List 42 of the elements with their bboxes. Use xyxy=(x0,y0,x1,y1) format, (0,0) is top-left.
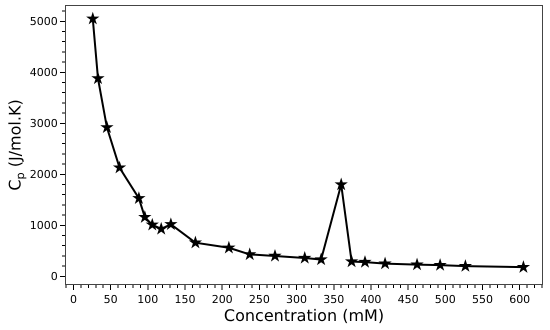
point xyxy=(146,218,159,230)
point xyxy=(112,160,126,174)
x-tick-label: 0 xyxy=(70,293,77,306)
x-tick-label: 200 xyxy=(212,293,233,306)
x-tick-label: 600 xyxy=(509,293,530,306)
x-tick-label: 250 xyxy=(248,293,270,306)
x-tick-label: 300 xyxy=(286,293,308,306)
point xyxy=(138,210,152,223)
y-tick-label: 3000 xyxy=(30,117,58,130)
point xyxy=(458,259,472,272)
x-tick-label: 450 xyxy=(398,293,419,306)
x-tick-label: 50 xyxy=(104,293,118,306)
x-tick-label: 400 xyxy=(360,293,382,306)
point xyxy=(91,71,105,84)
x-tick-label: 350 xyxy=(323,293,344,306)
y-tick-label: 1000 xyxy=(30,219,58,232)
x-tick-label: 500 xyxy=(434,293,456,306)
point xyxy=(298,250,312,264)
point xyxy=(410,258,424,270)
y-tick-label: 5000 xyxy=(30,15,58,28)
point xyxy=(86,12,100,24)
x-tick-label: 550 xyxy=(472,293,493,306)
point xyxy=(132,191,146,204)
point xyxy=(314,252,328,266)
x-tick-label: 150 xyxy=(174,293,196,306)
point xyxy=(344,254,358,268)
point xyxy=(222,240,236,254)
y-tick-label: 4000 xyxy=(30,66,58,80)
point xyxy=(378,256,392,270)
x-tick-label: 100 xyxy=(137,293,158,306)
point xyxy=(154,222,168,235)
x-axis-title: Concentration (mM) xyxy=(224,306,384,326)
point xyxy=(164,217,178,230)
point xyxy=(334,178,348,190)
y-tick-label: 0 xyxy=(50,270,58,284)
point xyxy=(188,236,202,248)
point xyxy=(268,248,282,262)
point xyxy=(433,258,447,271)
point xyxy=(516,260,530,273)
point xyxy=(100,120,114,134)
y-tick-label: 2000 xyxy=(30,168,58,182)
point xyxy=(358,255,372,268)
